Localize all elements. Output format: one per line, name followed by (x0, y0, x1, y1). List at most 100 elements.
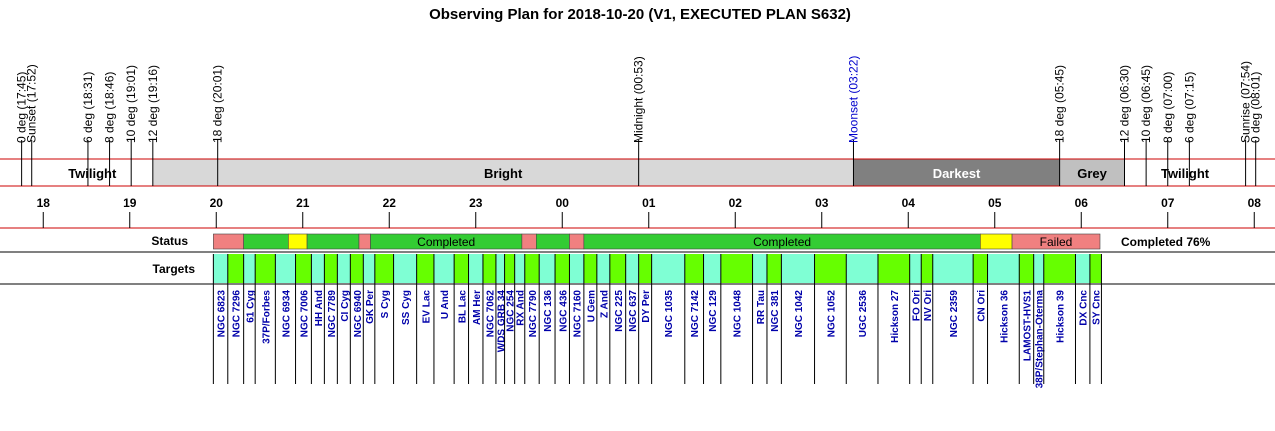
hour-label-04: 04 (902, 196, 916, 210)
target-block-ss-cyg (393, 254, 417, 283)
target-label-wds-grb-34: WDS GRB 34 (496, 290, 507, 353)
target-label-ngc-436: NGC 436 (558, 290, 569, 332)
target-block-lamost-hvs1 (1019, 254, 1034, 283)
target-block-38p-stephan-oterma (1033, 254, 1044, 283)
target-label-fo-ori: FO Ori (911, 290, 922, 321)
target-block-z-and (596, 254, 610, 283)
target-label-ev-lac: EV Lac (421, 290, 432, 324)
target-block-fo-ori (909, 254, 922, 283)
event-markers: 0 deg (17:45)Sunset (17:52) 6 deg (18:31)… (15, 56, 1263, 186)
target-block-u-and (433, 254, 455, 283)
target-block-gk-per (363, 254, 375, 283)
target-block-am-her (468, 254, 483, 283)
target-block-ngc-1042 (781, 254, 815, 283)
hour-label-20: 20 (210, 196, 224, 210)
event-label-0-deg-17-45: 0 deg (17:45) (15, 72, 29, 143)
target-label-cn-ori: CN Ori (976, 290, 987, 322)
status-row-label: Status (151, 234, 188, 248)
target-block-ngc-2359 (932, 254, 974, 283)
target-label-ngc-1035: NGC 1035 (664, 290, 675, 338)
target-label-rx-and: RX And (516, 290, 527, 326)
target-label-lamost-hvs1: LAMOST-HVS1 (1022, 290, 1033, 362)
target-label-ngc-381: NGC 381 (770, 290, 781, 332)
targets-row-label: Targets (153, 262, 196, 276)
target-label-ngc-129: NGC 129 (708, 290, 719, 332)
period-label-twilight: Twilight (68, 166, 117, 181)
event-label-10-deg-06-45: 10 deg (06:45) (1139, 65, 1153, 143)
target-block-ci-cyg (337, 254, 351, 283)
event-label-8-deg-07-00: 8 deg (07:00) (1161, 72, 1175, 143)
chart-title: Observing Plan for 2018-10-20 (V1, EXECU… (429, 6, 851, 23)
target-label-ngc-1052: NGC 1052 (826, 290, 837, 338)
target-label-hickson-39: Hickson 39 (1056, 290, 1067, 343)
target-label-ngc-6934: NGC 6934 (281, 290, 292, 338)
target-block-dy-per (638, 254, 652, 283)
target-label-am-her: AM Her (472, 290, 483, 325)
target-block-ngc-1052 (814, 254, 847, 283)
target-block-ngc-7142 (684, 254, 704, 283)
event-label-sunset-17-52: Sunset (17:52) (25, 64, 39, 143)
event-label-midnight-00-53: Midnight (00:53) (632, 56, 646, 143)
target-block-dx-cnc (1075, 254, 1090, 283)
hour-label-05: 05 (988, 196, 1002, 210)
target-block-ngc-225 (609, 254, 626, 283)
target-block-u-gem (583, 254, 597, 283)
target-label-hickson-36: Hickson 36 (999, 290, 1010, 343)
target-label-ngc-7062: NGC 7062 (485, 290, 496, 338)
target-label-ngc-637: NGC 637 (628, 290, 639, 332)
target-block-ngc-7006 (295, 254, 312, 283)
target-block-ngc-7789 (324, 254, 338, 283)
target-label-ngc-7790: NGC 7790 (528, 290, 539, 338)
target-label-ngc-7142: NGC 7142 (690, 290, 701, 338)
target-label-ngc-1048: NGC 1048 (733, 290, 744, 338)
hour-label-07: 07 (1161, 196, 1175, 210)
hour-axis: 18 19 20 21 22 23 00 01 02 03 04 05 06 07 08 (0, 196, 1275, 229)
target-block-hickson-39 (1043, 254, 1076, 283)
target-label-rr-tau: RR Tau (756, 290, 767, 324)
status-segment-failed (569, 233, 585, 250)
target-label-ugc-2536: UGC 2536 (858, 290, 869, 338)
target-label-ngc-254: NGC 254 (506, 290, 517, 332)
event-label-18-deg-20-01: 18 deg (20:01) (211, 65, 225, 143)
event-label-6-deg-07-15: 6 deg (07:15) (1182, 72, 1196, 143)
period-grey-4 (1059, 159, 1125, 186)
event-label-10-deg-19-01: 10 deg (19:01) (124, 65, 138, 143)
target-label-ngc-6823: NGC 6823 (217, 290, 228, 338)
target-label-ngc-7160: NGC 7160 (573, 290, 584, 338)
target-block-ngc-7160 (569, 254, 584, 283)
hour-label-23: 23 (469, 196, 483, 210)
target-block-ngc-7062 (482, 254, 496, 283)
hour-label-21: 21 (296, 196, 310, 210)
status-segment-completed (243, 233, 289, 250)
period-twilight-5 (1124, 159, 1246, 186)
target-block-nv-ori (921, 254, 933, 283)
target-label-ngc-7789: NGC 7789 (327, 290, 338, 338)
target-label-ngc-2359: NGC 2359 (949, 290, 960, 338)
target-block-cn-ori (973, 254, 988, 283)
target-label-ss-cyg: SS Cyg (401, 290, 412, 325)
target-block-ngc-7790 (524, 254, 540, 283)
hour-label-01: 01 (642, 196, 656, 210)
hour-label-19: 19 (123, 196, 137, 210)
target-label-u-gem: U Gem (586, 290, 597, 322)
target-label-s-cyg: S Cyg (380, 290, 391, 318)
hour-label-08: 08 (1248, 196, 1262, 210)
target-label-nv-ori: NV Ori (923, 290, 934, 321)
status-segment-failed (358, 233, 371, 250)
event-label-8-deg-18-46: 8 deg (18:46) (103, 72, 117, 143)
event-label-0-deg-08-01: 0 deg (08:01) (1249, 72, 1263, 143)
hour-label-00: 00 (556, 196, 570, 210)
target-block-sy-cnc (1089, 254, 1102, 283)
status-segment-partial (980, 233, 1013, 250)
status-segment-partial (288, 233, 308, 250)
period-band: Twilight Bright Darkest Grey Twilight (0, 158, 1275, 187)
target-block-wds-grb-34 (495, 254, 505, 283)
target-label-ci-cyg: CI Cyg (340, 290, 351, 322)
target-block-ngc-381 (766, 254, 782, 283)
target-block-hickson-36 (987, 254, 1020, 283)
target-label-61-cyg: 61 Cyg (245, 290, 256, 323)
event-label-moonset-03-22: Moonset (03:22) (846, 56, 860, 143)
period-label-grey: Grey (1077, 166, 1107, 181)
target-block-ngc-6823 (213, 254, 228, 283)
